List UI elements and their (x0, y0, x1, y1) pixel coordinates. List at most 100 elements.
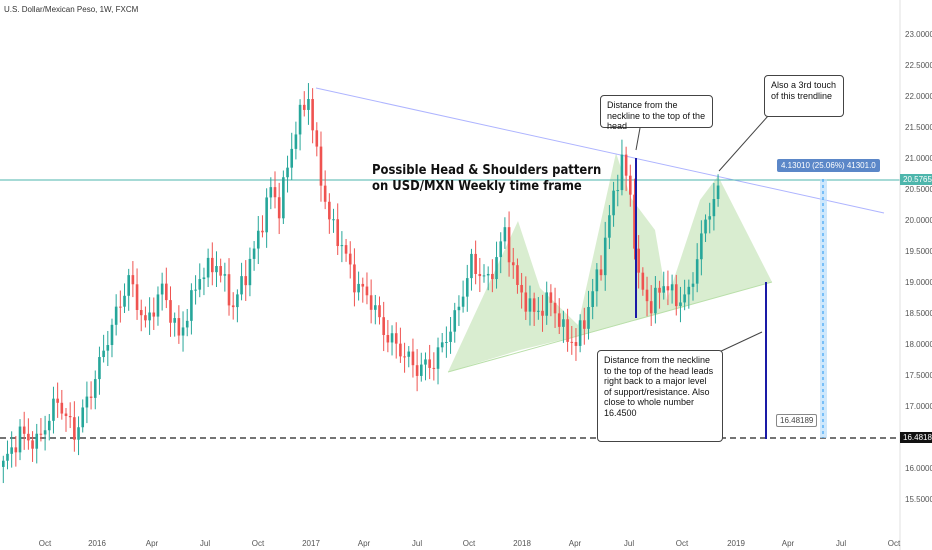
candle-body (478, 273, 482, 277)
candle-body (236, 294, 239, 308)
candle-body (290, 148, 294, 168)
candle-body (85, 396, 89, 408)
candle-body (649, 301, 653, 314)
y-tick-label: 16.00000 (905, 464, 932, 473)
x-tick-label: Apr (146, 539, 159, 548)
candle-body (633, 194, 636, 249)
candle-body (612, 190, 615, 216)
time-axis[interactable]: Oct 2016 Apr Jul Oct 2017 Apr Jul Oct 2018 Apr Jul O… (39, 539, 901, 548)
candle-body (277, 197, 281, 219)
candle-body (432, 367, 436, 369)
headline-line-1: Possible Head & Shoulders pattern (372, 162, 602, 178)
candle-body (654, 287, 657, 314)
candle-body (624, 154, 628, 176)
candle-body (169, 300, 172, 323)
candle-body (261, 230, 264, 233)
candle-body (231, 305, 235, 308)
candle-body (206, 257, 210, 278)
candle-body (302, 104, 306, 110)
y-tick-label: 20.50000 (905, 185, 932, 194)
candle-body (629, 175, 632, 195)
support-level-label: 16.48189 (776, 414, 818, 427)
candle-body (524, 292, 528, 312)
y-tick-label: 17.50000 (905, 371, 932, 380)
support-price-tag: 16.48189 (900, 432, 932, 443)
candle-body (482, 275, 486, 277)
candle-body (202, 277, 206, 280)
y-tick-label: 19.00000 (905, 278, 932, 287)
y-tick-label: 23.00000 (905, 30, 932, 39)
candle-body (294, 134, 298, 149)
y-tick-label: 20.00000 (905, 216, 932, 225)
candle-body (415, 365, 419, 376)
candle-body (211, 257, 214, 273)
candle-body (219, 266, 222, 276)
candle-body (227, 274, 231, 306)
candle-body (549, 292, 553, 303)
chart-headline: Possible Head & Shoulders pattern on USD… (372, 162, 601, 194)
candle-body (353, 264, 356, 293)
x-tick-label: Jul (624, 539, 634, 548)
candle-body (583, 320, 586, 329)
candle-body (365, 286, 369, 296)
callout-neckline-distance[interactable]: Distance from the neckline to the top of… (600, 95, 713, 131)
x-tick-label: Jul (412, 539, 422, 548)
candle-body (77, 427, 80, 440)
x-tick-label: 2017 (302, 539, 320, 548)
candle-body (177, 318, 181, 336)
candle-body (562, 319, 565, 327)
neckline[interactable] (447, 281, 773, 373)
candle-body (215, 266, 218, 273)
y-tick-label: 15.50000 (905, 495, 932, 504)
x-tick-label: Jul (200, 539, 210, 548)
candle-body (119, 306, 122, 308)
candle-body (587, 307, 590, 329)
symbol-title: U.S. Dollar/Mexican Peso, 1W, FXCM (4, 5, 139, 14)
candle-body (198, 279, 202, 290)
descending-trendline[interactable] (315, 87, 885, 214)
candle-body (566, 319, 569, 342)
candle-body (156, 294, 160, 317)
candle-body (704, 219, 707, 234)
candle-body (35, 433, 39, 449)
candle-body (557, 313, 561, 327)
y-tick-label: 19.50000 (905, 247, 932, 256)
candle-body (357, 283, 360, 293)
candle-body (248, 258, 252, 286)
y-tick-label: 21.00000 (905, 154, 932, 163)
candle-body (637, 248, 640, 273)
callout-third-touch[interactable]: Also a 3rd touch of this trendline (764, 75, 844, 117)
candle-body (139, 309, 143, 316)
candle-body (14, 447, 18, 453)
candle-body (336, 219, 339, 247)
measure-box[interactable] (820, 179, 827, 438)
candle-body (273, 187, 277, 198)
candle-body (98, 357, 101, 380)
callout-target[interactable]: Distance from the neckline to the top of… (597, 350, 723, 442)
candle-body (114, 306, 118, 325)
candle-body (190, 290, 193, 321)
price-axis[interactable]: 15.5000016.0000016.5000017.0000017.50000… (905, 30, 932, 504)
candle-body (399, 343, 402, 357)
x-tick-label: Oct (676, 539, 689, 548)
candle-body (541, 310, 544, 316)
candle-body (194, 289, 197, 291)
candle-body (10, 447, 13, 454)
candle-body (131, 275, 135, 285)
candlestick-series (2, 83, 720, 484)
candle-body (382, 317, 385, 336)
candle-body (390, 333, 394, 343)
x-tick-label: 2019 (727, 539, 745, 548)
candle-body (679, 302, 682, 307)
candle-body (165, 283, 168, 301)
candle-body (457, 306, 461, 311)
x-tick-label: Oct (39, 539, 52, 548)
candle-body (532, 298, 536, 312)
candle-body (60, 402, 64, 414)
x-tick-label: 2018 (513, 539, 531, 548)
candle-body (286, 167, 289, 178)
candle-body (93, 379, 97, 398)
candle-body (323, 185, 327, 202)
candle-body (411, 351, 415, 366)
